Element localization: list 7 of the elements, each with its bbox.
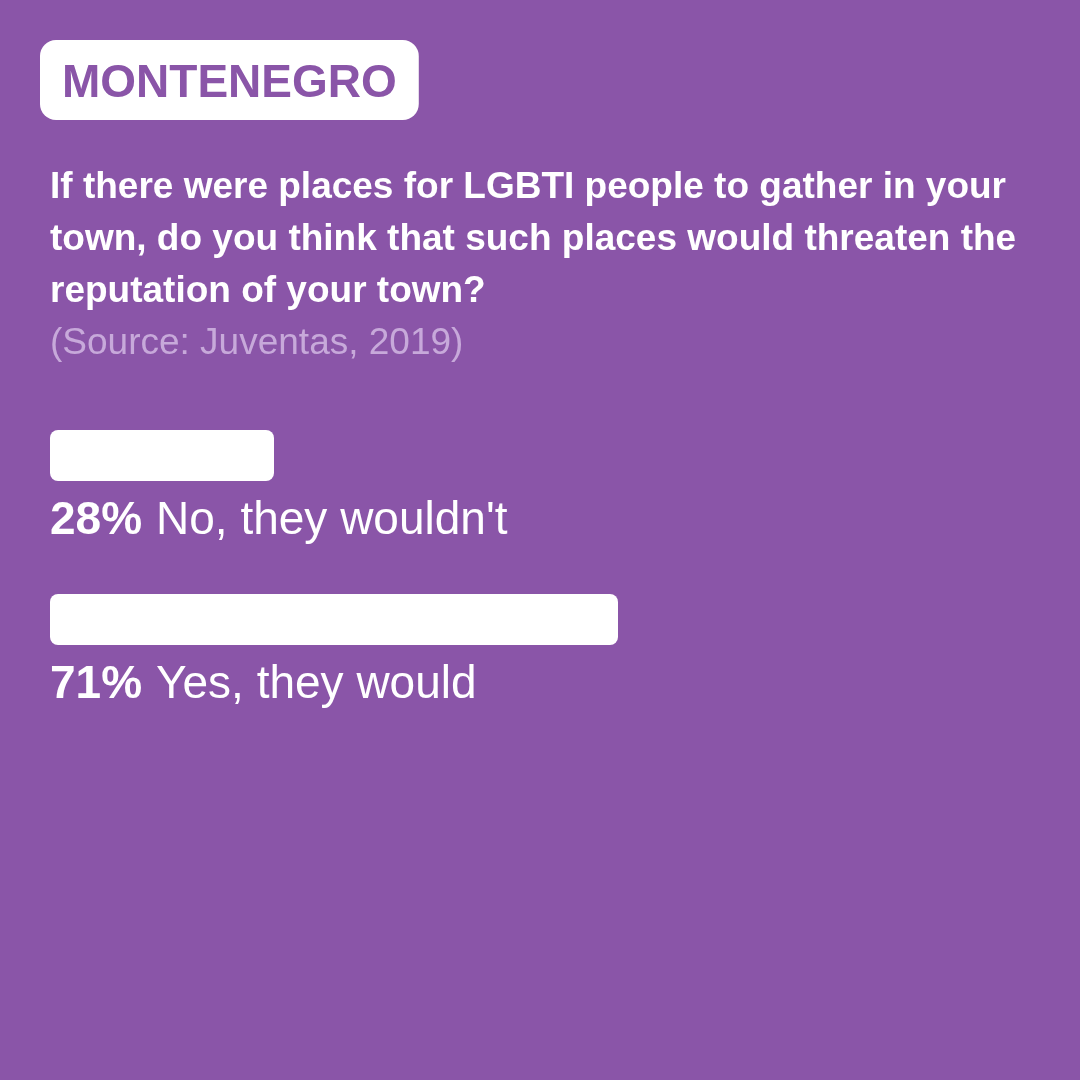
chart-subtitle: If there were places for LGBTI people to gather in your town, do you think that such places would threaten the reputation of your town? (50, 165, 1017, 310)
y-tick-label: No, they wouldn't (156, 492, 508, 544)
data-label: 71% (50, 656, 143, 708)
y-tick-label: Yes, they would (156, 656, 477, 708)
chart-title: MONTENEGRO (62, 55, 397, 107)
text: (Source: Juventas, 2019) (50, 321, 464, 362)
data-label: 28% (50, 492, 143, 544)
